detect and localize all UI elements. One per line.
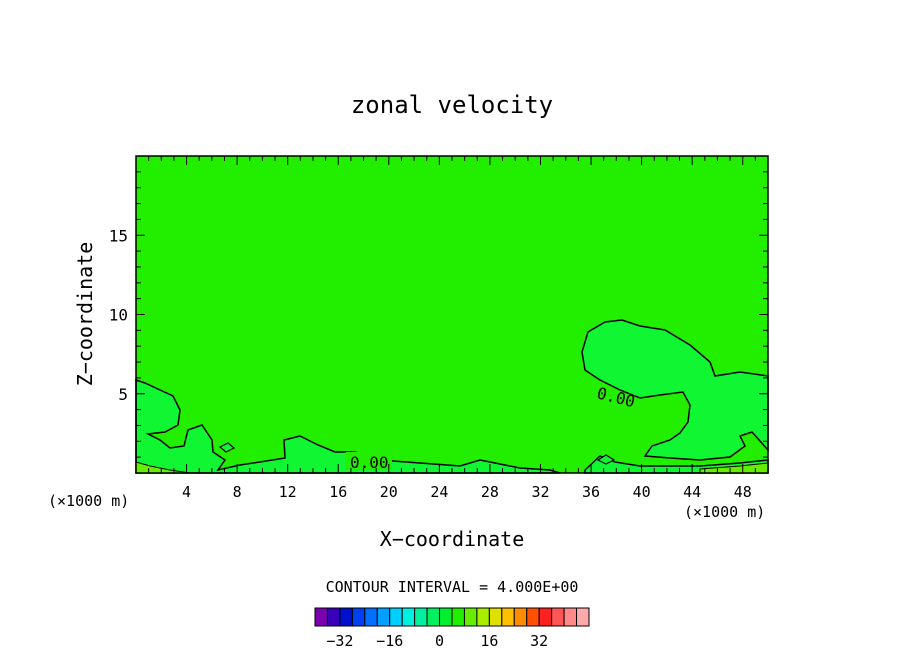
x-tick-label: 40 — [633, 483, 651, 501]
x-tick-label: 4 — [182, 483, 191, 501]
colorbar-swatch — [339, 607, 353, 627]
y-tick-label: 15 — [109, 226, 128, 245]
x-tick-label: 24 — [430, 483, 448, 501]
colorbar-swatch — [513, 607, 528, 627]
colorbar-tick-label: 0 — [435, 632, 444, 650]
x-tick-label: 36 — [582, 483, 600, 501]
colorbar-swatch — [439, 607, 453, 627]
colorbar-swatch — [401, 607, 416, 627]
colorbar-tick-label: −16 — [376, 632, 403, 650]
colorbar-swatch — [576, 607, 590, 627]
y-tick-label: 10 — [109, 306, 128, 325]
x-tick-label: 16 — [329, 483, 347, 501]
plot-background — [136, 156, 768, 473]
contour-region-right — [581, 319, 769, 461]
colorbar-swatch — [538, 607, 553, 627]
colorbar-swatch — [351, 607, 366, 627]
x-tick-label: 8 — [233, 483, 242, 501]
colorbar-swatch — [488, 607, 503, 627]
contour-label-2-bg — [346, 452, 392, 470]
colorbar — [314, 607, 590, 627]
colorbar-swatch — [314, 607, 328, 627]
colorbar-swatch — [526, 607, 540, 627]
colorbar-tick-label: 16 — [480, 632, 498, 650]
x-tick-label: 48 — [734, 483, 752, 501]
colorbar-swatch — [451, 607, 465, 627]
chart-title: zonal velocity — [351, 91, 553, 119]
colorbar-swatch — [389, 607, 403, 627]
colorbar-swatch — [414, 607, 428, 627]
colorbar-swatch — [551, 607, 565, 627]
x-unit-right: (×1000 m) — [684, 503, 765, 521]
contour-cell-2 — [596, 454, 616, 465]
contour-cell-1 — [218, 442, 236, 453]
x-tick-label: 20 — [380, 483, 398, 501]
x-tick-label: 28 — [481, 483, 499, 501]
contour-label-2: 0.00 — [350, 453, 389, 472]
x-tick-label: 32 — [531, 483, 549, 501]
y-tick-label: 5 — [118, 385, 128, 404]
colorbar-swatch — [326, 607, 341, 627]
colorbar-swatch — [426, 607, 441, 627]
colorbar-swatch — [463, 607, 478, 627]
colorbar-tick-labels: −32 −16 0 16 32 — [326, 632, 548, 650]
x-unit-left: (×1000 m) — [48, 492, 129, 510]
colorbar-tick-label: 32 — [530, 632, 548, 650]
x-tick-label: 12 — [279, 483, 297, 501]
colorbar-swatch — [501, 607, 515, 627]
colorbar-swatch — [476, 607, 490, 627]
y-axis-label: Z−coordinate — [73, 242, 97, 387]
colorbar-swatch — [376, 607, 391, 627]
colorbar-tick-label: −32 — [326, 632, 353, 650]
x-axis-label: X−coordinate — [380, 527, 525, 551]
x-tick-label: 44 — [683, 483, 701, 501]
x-ticks: 4 8 12 16 20 24 28 32 36 40 44 48 — [148, 156, 756, 501]
colorbar-swatch — [364, 607, 378, 627]
contour-interval-label: CONTOUR INTERVAL = 4.000E+00 — [326, 578, 579, 596]
colorbar-swatch — [563, 607, 578, 627]
y-ticks: 5 10 15 — [109, 171, 768, 458]
